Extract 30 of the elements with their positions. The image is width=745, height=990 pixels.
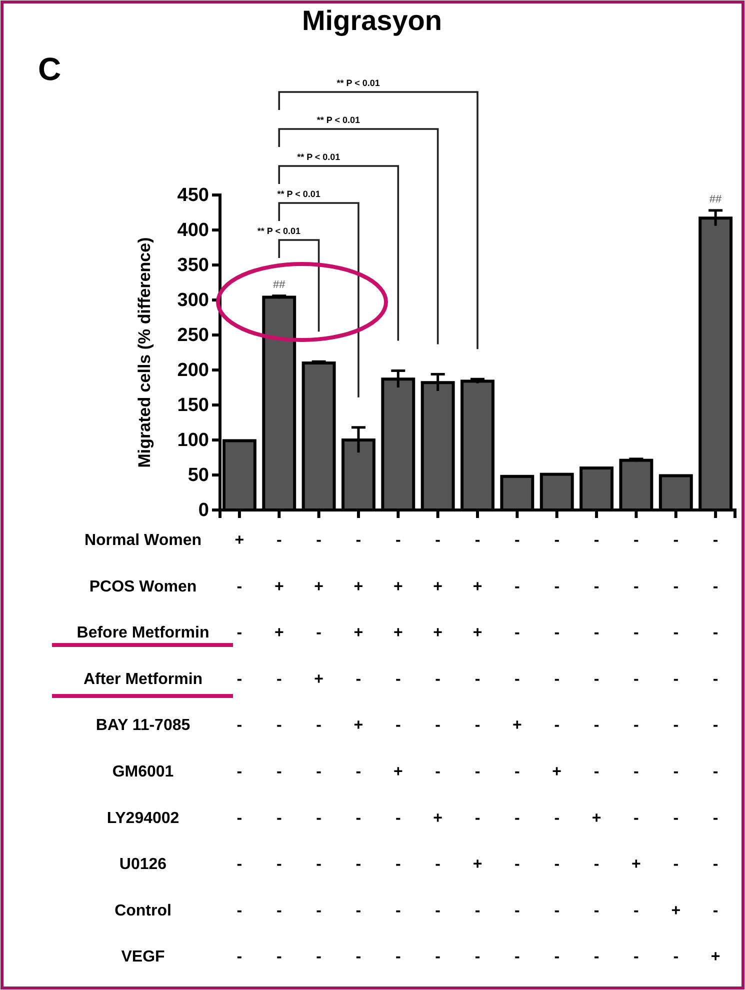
y-axis-title: Migrated cells (% difference) <box>135 237 154 468</box>
chart-title: Migrasyon <box>302 5 442 36</box>
text: LY294002 - - - - - + - - - + - - - <box>106 810 718 827</box>
y-tick-label: 400 <box>177 220 209 242</box>
y-tick-label: 150 <box>177 395 209 416</box>
text: Before Metformin - + - + + + + - - - - - - <box>76 624 718 642</box>
y-tick-label: 50 <box>188 465 209 486</box>
text: ** P < 0.01 <box>297 152 340 162</box>
text: Normal Women + - - - - - - - - - - - - <box>84 532 718 549</box>
y-tick-label: 450 <box>177 185 209 206</box>
text: ** P < 0.01 <box>336 78 380 88</box>
y-tick-label: 350 <box>177 255 209 276</box>
annotation: ** P < 0.01 <box>277 189 320 199</box>
text: ** P < 0.01 <box>316 115 360 125</box>
text: U0126 - - - - - - + - - - + - - <box>119 856 718 874</box>
text: BAY 11-7085 - - - + - - - + - - - - - <box>96 717 718 734</box>
text: PCOS Women - + + + + + + - - - - - - <box>89 578 718 596</box>
text: After Metformin - - + - - - - - - - - - - <box>83 670 718 688</box>
y-tick-label: 300 <box>177 290 209 312</box>
y-tick-label: 100 <box>177 430 209 452</box>
y-tick-label: 250 <box>177 325 209 346</box>
annotation: ## <box>709 193 723 206</box>
annotation: ## <box>272 278 286 291</box>
annotation: ** P < 0.01 <box>257 226 301 236</box>
text: Control - - - - - - - - - - - + - <box>114 902 718 920</box>
text: VEGF - - - - - - - - - - - - + <box>121 948 720 966</box>
y-tick-label: 0 <box>198 500 209 522</box>
text: C <box>38 51 62 87</box>
text: GM6001 - - - - + - - - + - - - - <box>112 764 718 780</box>
y-tick-label: 200 <box>177 360 209 382</box>
